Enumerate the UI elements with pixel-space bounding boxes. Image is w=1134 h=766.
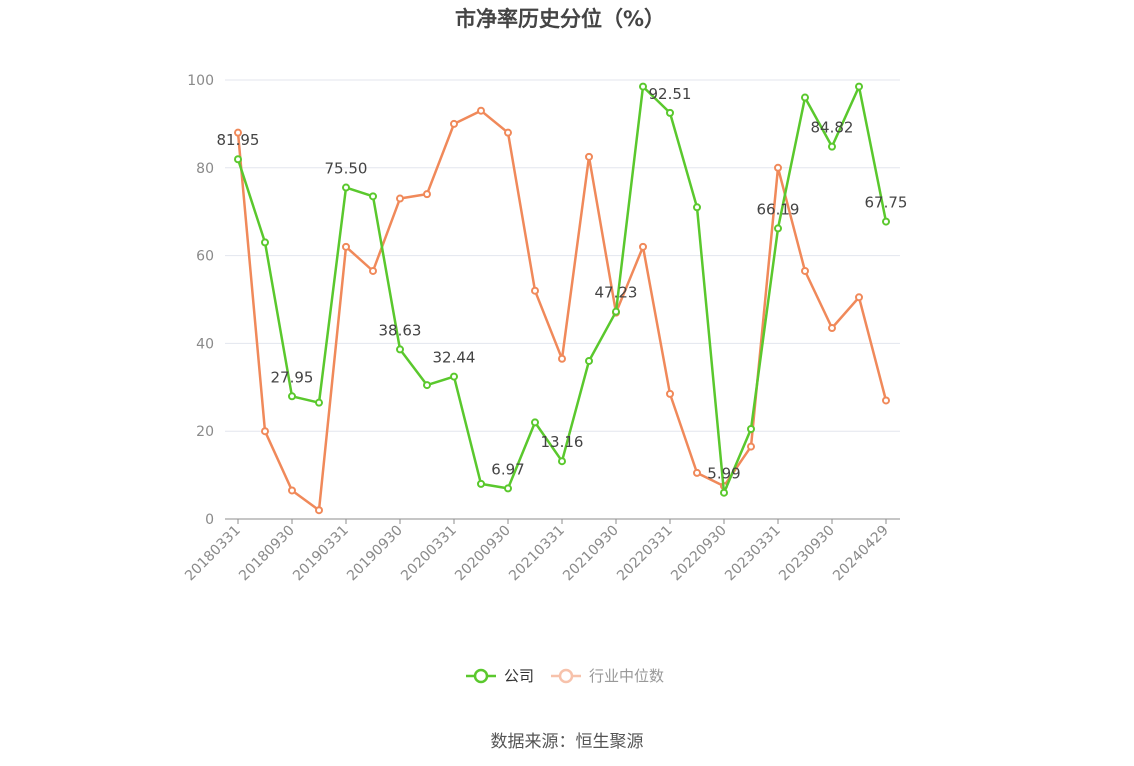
data-point[interactable] — [612, 307, 620, 316]
data-point[interactable] — [882, 217, 890, 226]
data-point[interactable] — [639, 82, 647, 91]
x-tick-label: 20230930 — [776, 523, 838, 585]
data-point[interactable] — [396, 345, 404, 354]
x-tick-label: 20210930 — [560, 523, 622, 585]
x-tick-label: 20220331 — [614, 523, 676, 585]
x-tick-label: 20180930 — [236, 523, 298, 585]
data-point[interactable] — [369, 192, 377, 201]
data-point[interactable] — [288, 486, 296, 495]
data-label: 13.16 — [541, 433, 584, 451]
data-point[interactable] — [450, 119, 458, 128]
data-point[interactable] — [504, 128, 512, 137]
data-point[interactable] — [828, 142, 836, 151]
data-point[interactable] — [504, 484, 512, 493]
data-point[interactable] — [666, 389, 674, 398]
x-axis: 2018033120180930201903312019093020200331… — [182, 518, 900, 585]
data-point[interactable] — [261, 238, 269, 247]
x-tick-label: 20180331 — [182, 523, 244, 585]
data-label: 6.97 — [491, 460, 524, 478]
data-point[interactable] — [531, 286, 539, 295]
x-tick-label: 20240429 — [830, 523, 892, 585]
data-label: 5.99 — [707, 465, 740, 483]
data-point[interactable] — [585, 356, 593, 365]
data-label: 75.50 — [325, 160, 368, 178]
x-tick-label: 20200930 — [452, 523, 514, 585]
legend-item-1[interactable]: 行业中位数 — [551, 667, 664, 685]
data-point[interactable] — [315, 506, 323, 515]
data-point[interactable] — [747, 442, 755, 451]
source-note: 数据来源：恒生聚源 — [491, 732, 644, 752]
data-point[interactable] — [666, 108, 674, 117]
data-point[interactable] — [369, 266, 377, 275]
data-point[interactable] — [774, 224, 782, 233]
data-point[interactable] — [801, 266, 809, 275]
x-tick-label: 20230331 — [722, 523, 784, 585]
data-label: 38.63 — [379, 321, 422, 339]
data-point[interactable] — [315, 398, 323, 407]
data-label: 67.75 — [865, 194, 908, 212]
legend-marker — [558, 668, 574, 684]
x-tick-label: 20190331 — [290, 523, 352, 585]
data-point[interactable] — [477, 479, 485, 488]
y-tick-label: 20 — [196, 424, 214, 440]
data-label: 27.95 — [271, 368, 314, 386]
data-point[interactable] — [747, 425, 755, 434]
data-point[interactable] — [423, 190, 431, 199]
data-point[interactable] — [558, 354, 566, 363]
x-tick-label: 20190930 — [344, 523, 406, 585]
y-tick-label: 0 — [205, 512, 214, 528]
data-point[interactable] — [396, 194, 404, 203]
y-tick-label: 100 — [187, 73, 214, 89]
data-point[interactable] — [882, 396, 890, 405]
x-tick-label: 20210331 — [506, 523, 568, 585]
data-point[interactable] — [828, 324, 836, 333]
legend-item-0[interactable]: 公司 — [466, 667, 534, 685]
legend-label: 行业中位数 — [589, 667, 664, 685]
data-label: 84.82 — [811, 119, 854, 137]
data-point[interactable] — [423, 381, 431, 390]
data-point[interactable] — [288, 392, 296, 401]
data-point[interactable] — [693, 203, 701, 212]
data-label: 81.95 — [217, 131, 260, 149]
data-point[interactable] — [450, 372, 458, 381]
x-tick-label: 20200331 — [398, 523, 460, 585]
series-layer — [234, 82, 890, 515]
data-point[interactable] — [234, 155, 242, 164]
data-point[interactable] — [477, 106, 485, 115]
data-label: 92.51 — [649, 85, 692, 103]
data-point[interactable] — [531, 418, 539, 427]
legend-marker — [473, 668, 489, 684]
data-point[interactable] — [261, 427, 269, 436]
data-point[interactable] — [342, 242, 350, 251]
data-label: 47.23 — [595, 284, 638, 302]
legend[interactable]: 公司 行业中位数 — [466, 667, 664, 685]
data-labels: 81.95 27.95 75.50 38.63 32.44 6.97 13.16 47.23 9… — [217, 85, 908, 483]
y-tick-label: 60 — [196, 249, 214, 265]
data-point[interactable] — [693, 468, 701, 477]
data-point[interactable] — [855, 82, 863, 91]
data-label: 32.44 — [433, 349, 476, 367]
data-point[interactable] — [774, 163, 782, 172]
data-label: 66.19 — [757, 200, 800, 218]
x-tick-label: 20220930 — [668, 523, 730, 585]
data-point[interactable] — [585, 152, 593, 161]
y-tick-label: 80 — [196, 161, 214, 177]
series-line-0 — [236, 85, 888, 494]
data-point[interactable] — [801, 93, 809, 102]
data-point[interactable] — [639, 242, 647, 251]
y-axis: 0 20 40 60 80 100 — [187, 73, 214, 528]
data-point[interactable] — [234, 128, 242, 137]
data-point[interactable] — [855, 293, 863, 302]
data-point[interactable] — [720, 488, 728, 497]
legend-label: 公司 — [504, 667, 534, 685]
data-point[interactable] — [558, 457, 566, 466]
y-tick-label: 40 — [196, 336, 214, 352]
data-point[interactable] — [342, 183, 350, 192]
chart-title: 市净率历史分位（%） — [455, 7, 665, 31]
